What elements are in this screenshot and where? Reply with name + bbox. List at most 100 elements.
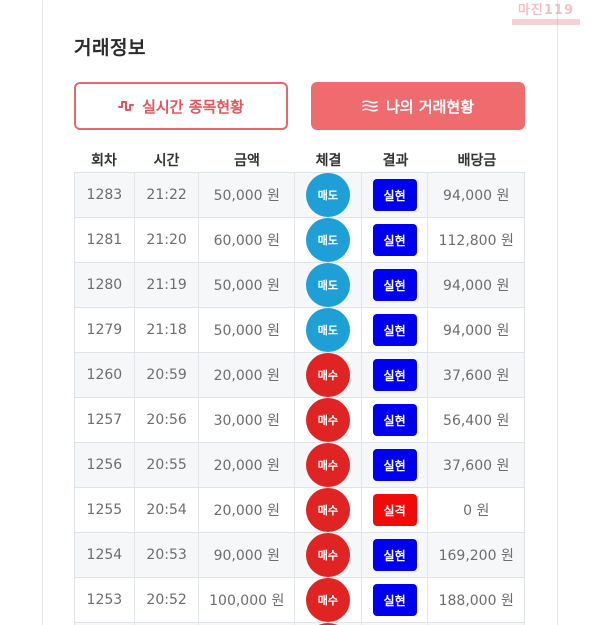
cell-result: 실현 [362, 353, 429, 397]
cell-amount: 50,000 원 [199, 308, 296, 352]
cell-result: 실현 [362, 263, 429, 307]
cell-amount: 50,000 원 [199, 173, 296, 217]
cell-payout: 56,400 원 [443, 413, 510, 429]
table-row: 1256 20:55 20,000 원 매수 실현 37,600 원 [74, 443, 525, 488]
cell-payout: 94,000 원 [443, 278, 510, 294]
header-result: 결과 [382, 153, 409, 169]
cell-trade: 매도 [295, 308, 362, 352]
cell-payout: 94,000 원 [443, 323, 510, 339]
cell-time: 21:18 [135, 308, 200, 352]
cell-payout: 0 원 [463, 503, 490, 519]
trade-type-badge: 매수 [305, 443, 350, 487]
cell-trade: 매수 [295, 353, 362, 397]
cell-payout: 37,600 원 [443, 458, 510, 474]
result-badge: 실현 [372, 539, 417, 571]
cell-result: 실현 [362, 578, 429, 622]
cell-round: 1254 [75, 533, 135, 577]
cell-time: 20:55 [135, 443, 200, 487]
cell-amount: 100,000 원 [199, 578, 296, 622]
result-badge: 실현 [372, 449, 417, 481]
cell-amount: 60,000 원 [199, 218, 296, 262]
cell-round: 1256 [75, 443, 135, 487]
cell-round: 1260 [75, 353, 135, 397]
page-title: 거래정보 [74, 37, 146, 59]
cell-amount: 90,000 원 [199, 533, 296, 577]
cell-round: 1279 [75, 308, 135, 352]
cell-result: 실현 [362, 218, 429, 262]
cell-time: 21:20 [135, 218, 200, 262]
cell-result: 실현 [362, 173, 429, 217]
header-round: 회차 [91, 153, 117, 169]
trade-type-badge: 매수 [305, 488, 350, 532]
trade-type-badge: 매도 [305, 308, 350, 352]
realtime-status-button[interactable]: 실시간 종목현황 [74, 82, 288, 130]
cell-result [362, 623, 429, 625]
cell-amount: 50,000 원 [199, 263, 296, 307]
cell-time: 20:56 [135, 398, 200, 442]
cell-time: 20:53 [135, 533, 200, 577]
cell-trade: 매수 [295, 398, 362, 442]
cell-round: 1257 [75, 398, 135, 442]
table-header: 회차 시간 금액 체결 결과 배당금 [74, 148, 525, 172]
result-badge: 실현 [372, 269, 417, 301]
table-row: 1260 20:59 20,000 원 매수 실현 37,600 원 [74, 353, 525, 398]
cell-trade: 매도 [295, 218, 362, 262]
header-payout: 배당금 [457, 153, 497, 169]
table-row: 1283 21:22 50,000 원 매도 실현 94,000 원 [74, 173, 525, 218]
table-row: 1253 20:52 100,000 원 매수 실현 188,000 원 [74, 578, 525, 623]
header-time: 시간 [153, 153, 180, 169]
pulse-icon [118, 99, 135, 113]
table-row: 1257 20:56 30,000 원 매수 실현 56,400 원 [74, 398, 525, 443]
trade-type-badge: 매수 [305, 533, 350, 577]
cell-amount: 30,000 원 [199, 398, 296, 442]
table-row: 1279 21:18 50,000 원 매도 실현 94,000 원 [74, 308, 525, 353]
cell-result: 실현 [362, 398, 429, 442]
result-badge: 실현 [372, 314, 417, 346]
trade-type-badge: 매도 [305, 263, 350, 307]
cell-result: 실현 [362, 308, 429, 352]
cell-time: 21:19 [135, 263, 200, 307]
cell-payout: 169,200 원 [438, 548, 514, 564]
trade-type-badge: 매도 [305, 218, 350, 262]
cell-trade: 매수 [295, 443, 362, 487]
trade-type-badge: 매수 [305, 398, 350, 442]
table-row: 1281 21:20 60,000 원 매도 실현 112,800 원 [74, 218, 525, 263]
cell-time: 20:52 [135, 578, 200, 622]
header-amount: 금액 [234, 153, 260, 169]
result-badge: 실격 [372, 494, 417, 526]
trade-type-badge: 매도 [305, 173, 350, 217]
watermark-bar [512, 19, 580, 25]
cell-time: 21:22 [135, 173, 200, 217]
trade-type-badge: 매수 [305, 623, 350, 625]
cell-time [135, 623, 200, 625]
cell-amount: 20,000 원 [199, 488, 296, 532]
trade-table-body: 1283 21:22 50,000 원 매도 실현 94,000 원 1281 21:20 60… [74, 172, 525, 625]
cell-round: 1281 [75, 218, 135, 262]
table-row: 매수 [74, 623, 525, 625]
cell-amount: 20,000 원 [199, 353, 296, 397]
list-icon [362, 100, 378, 112]
cell-round: 1255 [75, 488, 135, 532]
watermark-logo: 마진119 [506, 4, 586, 26]
cell-trade: 매수 [295, 488, 362, 532]
cell-round [75, 623, 135, 625]
cell-time: 20:54 [135, 488, 200, 532]
table-row: 1280 21:19 50,000 원 매도 실현 94,000 원 [74, 263, 525, 308]
cell-trade: 매수 [295, 533, 362, 577]
my-trades-button[interactable]: 나의 거래현황 [311, 82, 525, 130]
cell-round: 1280 [75, 263, 135, 307]
trade-type-badge: 매수 [305, 353, 350, 397]
table-row: 1255 20:54 20,000 원 매수 실격 0 원 [74, 488, 525, 533]
header-trade: 체결 [315, 153, 342, 169]
my-trades-label: 나의 거래현황 [385, 97, 475, 116]
cell-trade: 매수 [295, 578, 362, 622]
cell-round: 1283 [75, 173, 135, 217]
result-badge: 실현 [372, 584, 417, 616]
table-row: 1254 20:53 90,000 원 매수 실현 169,200 원 [74, 533, 525, 578]
cell-time: 20:59 [135, 353, 200, 397]
cell-payout: 37,600 원 [443, 368, 510, 384]
cell-payout: 188,000 원 [438, 593, 514, 609]
trade-type-badge: 매수 [305, 578, 350, 622]
cell-result: 실현 [362, 443, 429, 487]
cell-payout: 94,000 원 [443, 188, 510, 204]
